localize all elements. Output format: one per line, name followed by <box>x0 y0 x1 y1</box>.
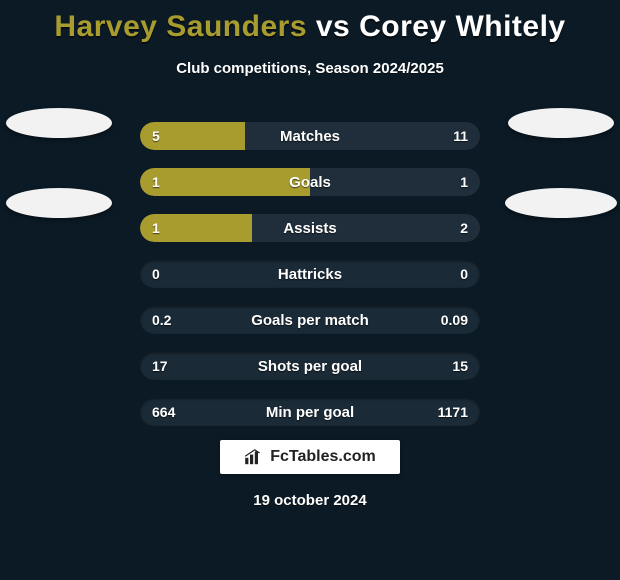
page-title: Harvey Saunders vs Corey Whitely <box>0 0 620 44</box>
stat-row: 12Assists <box>140 214 480 242</box>
player1-name: Harvey Saunders <box>54 10 307 43</box>
stat-row: 11Goals <box>140 168 480 196</box>
brand-box: FcTables.com <box>220 440 400 474</box>
stat-label: Shots per goal <box>140 352 480 380</box>
footer: FcTables.com 19 october 2024 <box>0 440 620 509</box>
stat-label: Hattricks <box>140 260 480 288</box>
avatar-placeholder <box>505 188 617 218</box>
stat-row: 0.20.09Goals per match <box>140 306 480 334</box>
stat-row: 1715Shots per goal <box>140 352 480 380</box>
stat-label: Goals per match <box>140 306 480 334</box>
avatar-placeholder <box>6 108 112 138</box>
stat-label: Min per goal <box>140 398 480 426</box>
stat-row: 00Hattricks <box>140 260 480 288</box>
player2-name: Corey Whitely <box>359 10 566 43</box>
date-text: 19 october 2024 <box>0 492 620 509</box>
stat-row: 511Matches <box>140 122 480 150</box>
stat-label: Goals <box>140 168 480 196</box>
chart-icon <box>244 449 264 465</box>
player2-avatars <box>506 108 616 218</box>
avatar-placeholder <box>508 108 614 138</box>
subtitle: Club competitions, Season 2024/2025 <box>0 60 620 77</box>
stat-bars: 511Matches 11Goals 12Assists 00Hattricks 0.2… <box>140 122 480 444</box>
avatar-placeholder <box>6 188 112 218</box>
stat-label: Matches <box>140 122 480 150</box>
vs-text: vs <box>316 10 350 43</box>
player1-avatars <box>4 108 114 218</box>
stat-row: 6641171Min per goal <box>140 398 480 426</box>
brand-text: FcTables.com <box>270 448 376 466</box>
stat-label: Assists <box>140 214 480 242</box>
